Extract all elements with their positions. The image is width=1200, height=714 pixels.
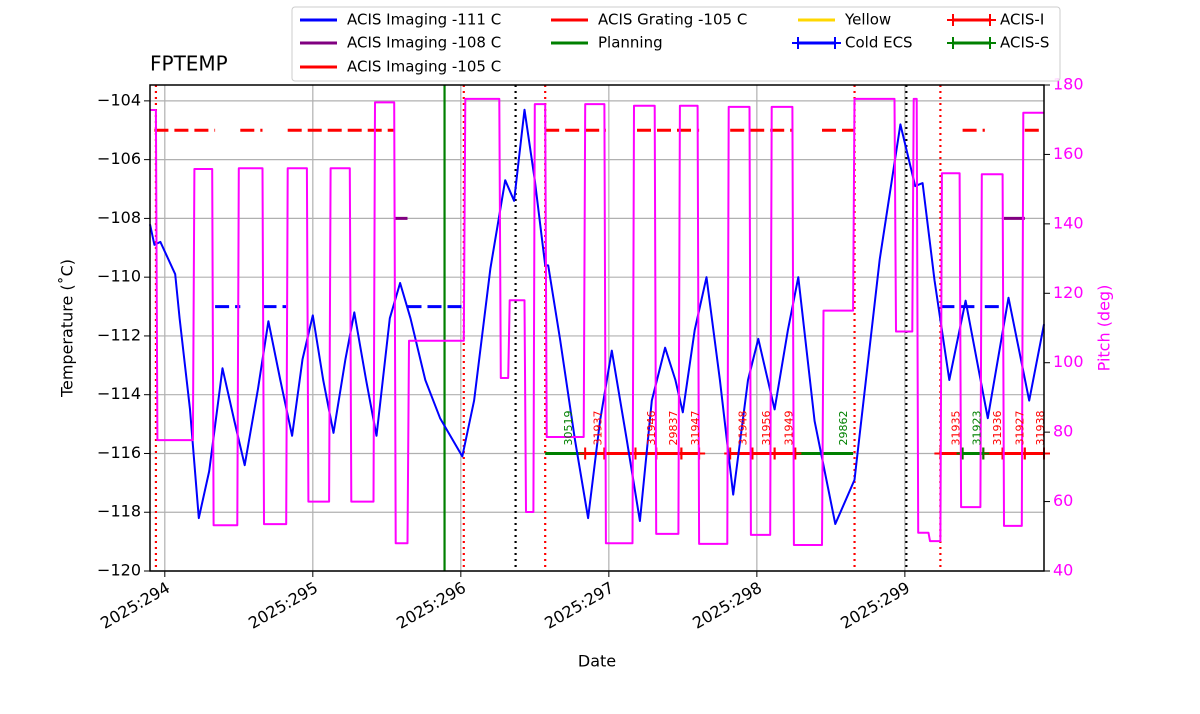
y2-tick-label: 120 — [1053, 283, 1084, 302]
y-tick-label: −120 — [97, 561, 141, 580]
chart-title: FPTEMP — [150, 52, 228, 76]
x-axis-label: Date — [578, 652, 616, 671]
y-tick-label: −112 — [97, 325, 141, 344]
y2-axis-label: Pitch (deg) — [1095, 285, 1114, 372]
marker — [956, 447, 969, 460]
x-tick-label: 2025:298 — [689, 578, 765, 633]
marker — [724, 447, 737, 460]
y2-tick-label: 140 — [1053, 213, 1084, 232]
annotation: 30519 — [562, 410, 575, 445]
annotation: 31936 — [991, 410, 1004, 445]
y2-tick-label: 180 — [1053, 75, 1084, 94]
annotation: 29837 — [667, 410, 680, 445]
x-tick-label: 2025:295 — [245, 578, 321, 633]
marker — [629, 447, 642, 460]
annotation: 29862 — [837, 410, 850, 445]
legend-label: Yellow — [844, 11, 891, 29]
annotation: 31956 — [760, 410, 773, 445]
y2-tick-label: 80 — [1053, 422, 1073, 441]
annotation: 31948 — [737, 410, 750, 445]
legend-marker — [829, 37, 841, 49]
y-tick-label: −104 — [97, 90, 141, 109]
y2-tick-label: 160 — [1053, 144, 1084, 163]
annotation: 31949 — [782, 410, 795, 445]
legend-box — [291, 6, 1061, 82]
legend-label: ACIS Imaging -105 C — [347, 58, 501, 76]
marker — [746, 447, 759, 460]
legend-label: Planning — [598, 34, 663, 52]
y-tick-label: −108 — [97, 208, 141, 227]
legend-marker — [984, 37, 996, 49]
marker — [598, 447, 611, 460]
annotation: 31946 — [645, 410, 658, 445]
y-axis-label: Temperature (˚C) — [58, 259, 77, 398]
y2-tick-label: 100 — [1053, 352, 1084, 371]
series-line — [150, 97, 1044, 546]
y2-tick-label: 60 — [1053, 491, 1073, 510]
legend-label: ACIS-S — [1000, 34, 1049, 52]
legend-label: ACIS-I — [1000, 11, 1044, 29]
y-tick-label: −110 — [97, 267, 141, 286]
legend-marker — [947, 37, 959, 49]
annotation: 31937 — [591, 410, 604, 445]
annotation: 31947 — [689, 410, 702, 445]
x-tick-label: 2025:297 — [541, 578, 617, 633]
legend-marker — [947, 14, 959, 26]
y-tick-label: −114 — [97, 384, 141, 403]
legend-label: Cold ECS — [845, 34, 913, 52]
legend-label: ACIS Imaging -108 C — [347, 34, 501, 52]
y-tick-label: −118 — [97, 502, 141, 521]
y-tick-label: −116 — [97, 443, 141, 462]
y-tick-label: −106 — [97, 149, 141, 168]
plot-frame — [149, 84, 1045, 572]
annotation: 31927 — [1013, 410, 1026, 445]
marker — [977, 447, 990, 460]
annotation: 31935 — [950, 410, 963, 445]
marker — [579, 447, 592, 460]
y2-tick-label: 40 — [1053, 561, 1073, 580]
x-tick-label: 2025:299 — [837, 578, 913, 633]
marker — [789, 447, 802, 460]
legend-label: ACIS Imaging -111 C — [347, 11, 501, 29]
marker — [1018, 447, 1031, 460]
x-tick-label: 2025:294 — [97, 578, 173, 633]
legend-marker — [984, 14, 996, 26]
annotation: 31923 — [970, 410, 983, 445]
marker — [675, 447, 688, 460]
annotation: 31938 — [1034, 410, 1047, 445]
x-tick-label: 2025:296 — [393, 578, 469, 633]
legend-label: ACIS Grating -105 C — [598, 11, 747, 29]
series-line — [149, 108, 1045, 525]
marker — [996, 447, 1009, 460]
legend-marker — [792, 37, 804, 49]
